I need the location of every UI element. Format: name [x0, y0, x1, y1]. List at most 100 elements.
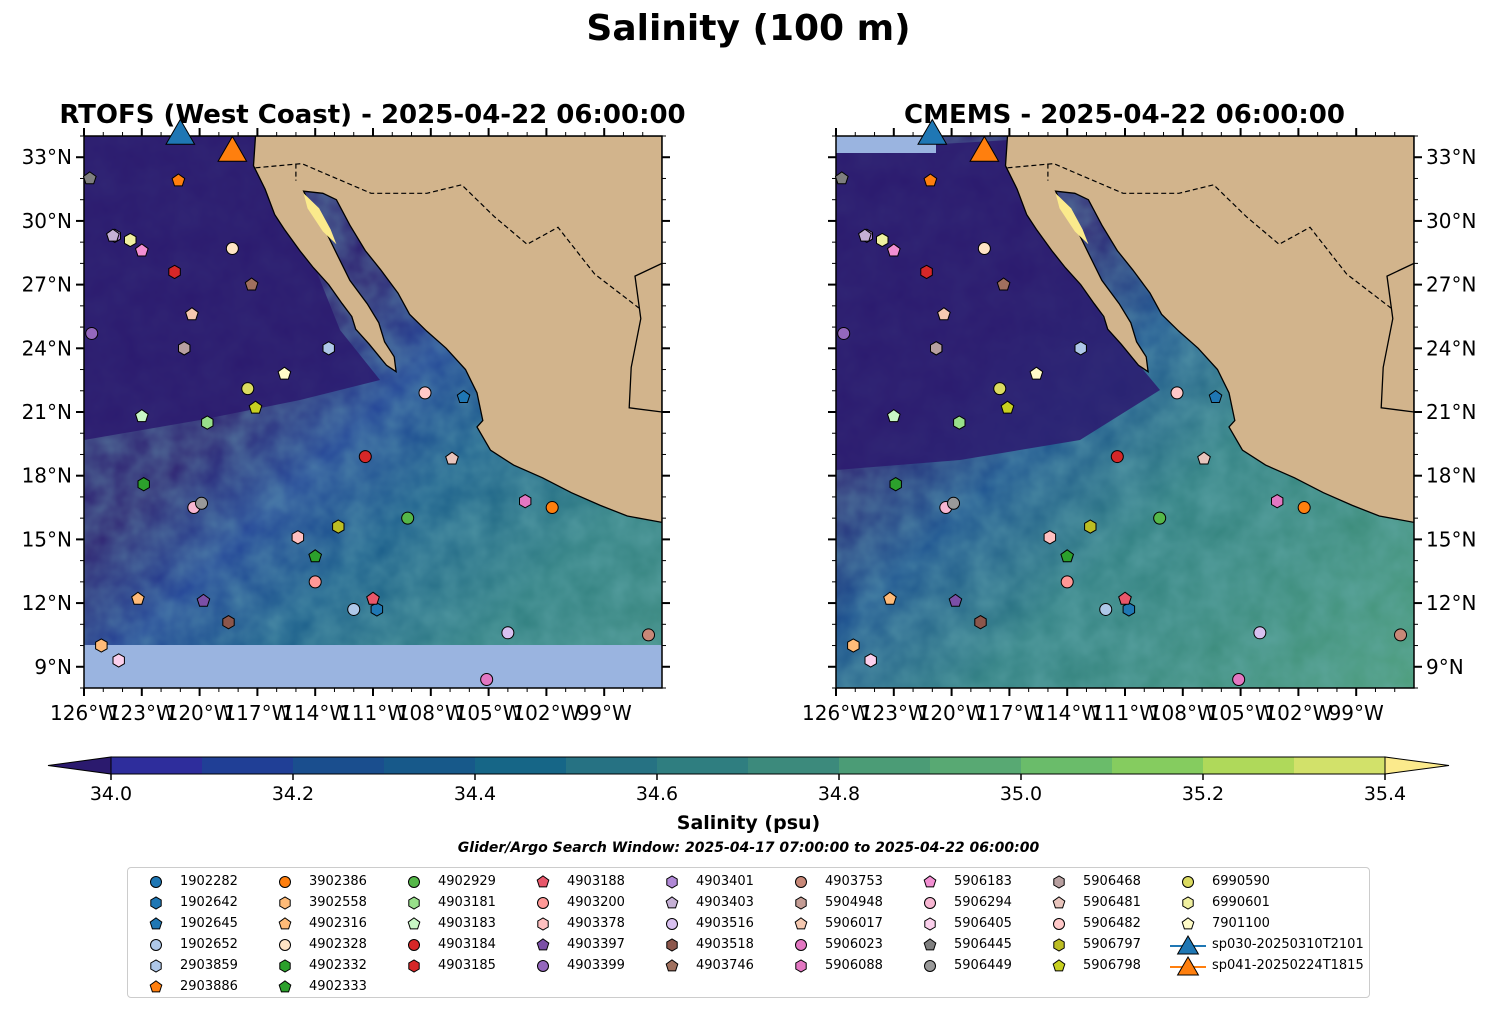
float-5906017-marker [185, 307, 199, 321]
y-tick-label: 30°N [1426, 209, 1476, 233]
legend-marker [537, 917, 549, 931]
figure-title: Salinity (100 m) [586, 8, 911, 49]
legend-marker [1182, 896, 1194, 910]
float-5906023-marker [480, 673, 494, 687]
legend-marker [795, 959, 807, 973]
y-tick-label: 33°N [22, 145, 72, 169]
legend-marker [666, 918, 678, 930]
colorbar-bin [1203, 757, 1295, 774]
legend-label: 4903753 [825, 874, 883, 889]
legend-marker-icon [666, 938, 678, 952]
legend-marker-icon [279, 876, 291, 888]
legend-marker-icon [537, 897, 549, 909]
x-tick-label: 123°W [860, 701, 928, 725]
float-5906445-marker [834, 171, 849, 185]
legend-marker-icon [279, 959, 291, 973]
legend-marker [924, 897, 936, 909]
float-4902929-marker [1153, 511, 1167, 525]
float-5906468-marker [930, 341, 943, 356]
legend-marker-icon [1170, 935, 1206, 955]
legend-marker [279, 939, 291, 951]
land-mass [252, 136, 662, 524]
legend-marker-icon [923, 875, 937, 888]
coastline-mainland [1004, 136, 1414, 524]
x-tick-label: 102°W [512, 701, 580, 725]
float-4903403-marker [858, 228, 872, 242]
panel-title-cmems: CMEMS - 2025-04-22 06:00:00 [904, 100, 1345, 130]
no-data-band [836, 136, 936, 153]
legend-marker-icon [149, 917, 163, 930]
glider-sp041-20250224T1815-marker [217, 135, 248, 162]
legend-label: 4903403 [696, 895, 754, 910]
float-5906797-marker [1084, 519, 1097, 534]
float-4902929-marker [401, 511, 415, 525]
legend-marker-icon [150, 876, 162, 888]
legend-marker [149, 980, 163, 993]
colorbar-tick-label: 34.0 [90, 783, 132, 805]
float-4903185-marker [168, 264, 181, 280]
legend-marker [279, 959, 291, 973]
legend-marker [666, 938, 678, 952]
float-1902645-marker [456, 389, 471, 403]
float-1902642-marker [370, 602, 384, 617]
legend-marker [1181, 917, 1195, 930]
float-4903188-marker [366, 591, 380, 605]
colorbar-bin [475, 757, 567, 774]
legend-label: 4903518 [696, 937, 754, 952]
float-1902645-marker [1208, 389, 1223, 403]
float-7901100-marker [277, 366, 292, 380]
legend-label: 5906017 [825, 916, 883, 931]
legend-marker-icon [408, 876, 420, 888]
legend-marker-icon [408, 959, 420, 973]
float-3902386-marker [545, 501, 559, 515]
float-1902642-marker [1122, 602, 1136, 617]
float-5906183-marker [134, 243, 149, 257]
legend-marker-icon [924, 897, 936, 909]
coastline-east [1380, 262, 1414, 413]
legend-marker-icon [795, 896, 807, 910]
legend-label: 5906798 [1083, 958, 1141, 973]
colorbar-extend-low [47, 756, 112, 775]
legend-marker [923, 938, 937, 951]
float-3902386-marker [1297, 501, 1311, 515]
x-tick-label: 120°W [918, 701, 986, 725]
colorbar-tick-label: 35.0 [1000, 783, 1042, 805]
float-1902652-marker [347, 602, 361, 616]
y-tick-label: 27°N [22, 273, 72, 297]
legend-marker [1052, 959, 1066, 972]
float-4903516-marker [1253, 626, 1267, 640]
legend-marker [279, 896, 291, 910]
y-tick-label: 30°N [22, 209, 72, 233]
colorbar-bin [657, 757, 749, 774]
legend-marker [1053, 918, 1065, 930]
legend-label: 1902645 [180, 916, 238, 931]
legend-marker [795, 896, 807, 910]
legend-marker-icon [795, 959, 807, 973]
legend-marker [1053, 875, 1065, 889]
float-4903184-marker [1110, 450, 1124, 464]
legend-marker-icon [924, 917, 936, 931]
legend-marker-icon [150, 896, 162, 910]
y-tick-label: 21°N [1426, 400, 1476, 424]
float-5906798-marker [1000, 400, 1015, 414]
float-4903378-marker [291, 530, 305, 545]
y-tick-label: 24°N [22, 336, 72, 360]
no-data-band [84, 645, 662, 688]
legend-label: 4903746 [696, 958, 754, 973]
float-4902328-marker [977, 242, 991, 256]
glider-sp030-20250310T2101-marker [917, 118, 948, 145]
country-border [255, 162, 640, 309]
legend-label: 5906023 [825, 937, 883, 952]
float-4902328-marker [225, 242, 239, 256]
y-tick-label: 21°N [22, 400, 72, 424]
legend-label: 6990601 [1212, 895, 1270, 910]
float-4903753-marker [1394, 628, 1408, 642]
x-tick-label: 117°W [975, 701, 1043, 725]
legend-marker [150, 876, 162, 888]
float-4903185-marker [920, 264, 933, 280]
float-5906449-marker [195, 496, 209, 510]
float-4903746-marker [244, 277, 259, 291]
float-5906449-marker [947, 496, 961, 510]
x-tick-label: 117°W [223, 701, 291, 725]
colorbar: 34.0 34.2 34.4 34.6 34.8 35.0 35.2 35.4 [47, 756, 1450, 805]
